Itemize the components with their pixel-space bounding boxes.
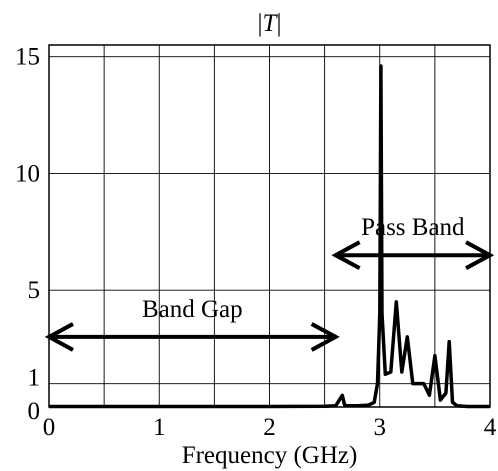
- y-tick-label: 10: [15, 160, 40, 187]
- x-tick-label: 0: [43, 414, 56, 441]
- annotation-label: Band Gap: [142, 296, 243, 323]
- series-line-0: [49, 64, 490, 409]
- chart-title: |T|: [258, 10, 282, 37]
- annotation-label: Pass Band: [361, 214, 465, 241]
- y-tick-label: 1: [28, 365, 41, 392]
- x-tick-label: 2: [263, 414, 276, 441]
- x-tick-label: 3: [374, 414, 387, 441]
- x-tick-label: 4: [484, 414, 497, 441]
- y-tick-label: 15: [15, 44, 40, 71]
- arrow-head-right: [310, 322, 340, 352]
- annotation-arrow-0: Band Gap: [44, 296, 340, 352]
- y-tick-label: 5: [28, 277, 41, 304]
- annotation-arrow-1: Pass Band: [331, 214, 495, 270]
- x-axis-title: Frequency (GHz): [182, 442, 358, 469]
- x-tick-label: 1: [153, 414, 166, 441]
- arrow-head-left: [331, 240, 361, 270]
- y-tick-label: 0: [28, 398, 41, 425]
- annotation-group: Band Gap Pass Band: [44, 214, 495, 352]
- arrow-head-left: [44, 322, 74, 352]
- arrow-head-right: [465, 240, 495, 270]
- series-group: [49, 64, 490, 409]
